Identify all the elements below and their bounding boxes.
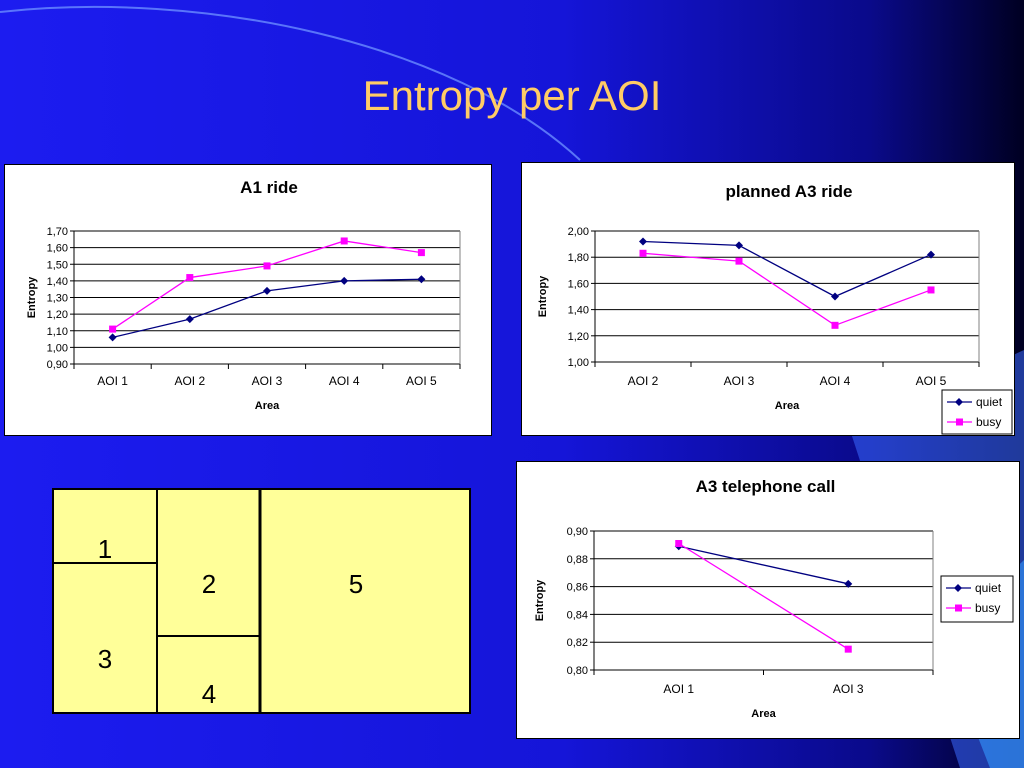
y-tick-label: 0,90 [567, 526, 588, 538]
data-point-quiet [108, 333, 117, 342]
series-line-quiet [678, 545, 849, 585]
data-point-busy [109, 325, 117, 333]
y-tick-label: 1,60 [568, 278, 589, 290]
data-point-busy [417, 249, 425, 257]
chart-a3-telephone-call: A3 telephone call 0,90 0,88 0,86 0,84 0,82 0,8… [516, 461, 1020, 739]
x-tick-label: AOI 3 [833, 682, 864, 696]
legend-label-quiet: quiet [976, 395, 1003, 409]
x-tick-label: AOI 5 [406, 374, 437, 388]
aoi-region-3-label: 3 [98, 644, 112, 674]
aoi-layout-diagram: 1 2 3 4 5 [52, 488, 471, 714]
y-tick-label: 0,80 [567, 665, 588, 677]
chart-a3-telephone-call-svg: A3 telephone call 0,90 0,88 0,86 0,84 0,82 0,8… [534, 477, 1014, 720]
x-tick-label: AOI 4 [820, 374, 851, 388]
legend-label-busy: busy [976, 415, 1001, 429]
chart-a1-ride-svg: A1 ride 1,70 1,60 1,50 1,40 1,30 1,20 1,10 1,00 0… [26, 178, 461, 412]
data-point-quiet [844, 579, 853, 588]
y-tick-label: 1,40 [47, 276, 68, 288]
data-point-busy [639, 249, 647, 257]
aoi-region-4-label: 4 [202, 679, 216, 709]
legend-marker-quiet [954, 584, 962, 592]
legend-label-quiet: quiet [975, 581, 1002, 595]
y-axis-title: Entropy [537, 275, 549, 317]
data-point-busy [844, 645, 852, 653]
data-point-busy [735, 257, 743, 265]
x-tick-label: AOI 5 [916, 374, 947, 388]
data-point-quiet [927, 250, 935, 259]
y-tick-label: 1,70 [47, 226, 68, 238]
data-point-busy [186, 274, 194, 282]
data-point-busy [927, 286, 935, 294]
y-tick-label: 1,30 [47, 293, 68, 305]
series-line-busy [678, 542, 849, 650]
data-point-quiet [263, 286, 271, 295]
legend-box [941, 389, 1013, 435]
chart-planned-a3-ride: planned A3 ride 2,00 1,80 1,60 1,40 1,20 1,00 A… [521, 162, 1015, 436]
y-tick-label: 1,20 [47, 309, 68, 321]
data-point-busy [340, 237, 348, 245]
data-point-busy [263, 262, 271, 270]
x-tick-label: AOI 4 [329, 374, 360, 388]
x-tick-label: AOI 2 [174, 374, 205, 388]
x-tick-label: AOI 3 [252, 374, 283, 388]
legend-marker-quiet [955, 398, 963, 406]
legend-marker-busy [956, 418, 963, 426]
data-point-quiet [831, 292, 839, 301]
y-tick-label: 0,84 [567, 609, 588, 621]
data-point-quiet [340, 276, 349, 285]
legend-marker-busy [955, 604, 962, 612]
aoi-region-1-label: 1 [98, 534, 112, 564]
series-line-quiet [642, 240, 932, 298]
y-tick-label: 1,60 [47, 243, 68, 255]
y-tick-label: 0,82 [567, 637, 588, 649]
y-axis-title: Entropy [534, 579, 546, 621]
y-tick-label: 0,90 [47, 359, 68, 371]
data-point-quiet [417, 275, 426, 284]
legend-label-busy: busy [975, 601, 1000, 615]
y-tick-label: 1,40 [568, 305, 589, 317]
y-tick-label: 1,00 [47, 342, 68, 354]
data-point-quiet [735, 241, 743, 250]
chart-a1-ride: A1 ride 1,70 1,60 1,50 1,40 1,30 1,20 1,10 1,00 0… [4, 164, 492, 436]
y-tick-label: 1,50 [47, 259, 68, 271]
aoi-layout-svg: 1 2 3 4 5 [52, 488, 471, 714]
data-point-quiet [185, 315, 194, 324]
y-tick-label: 1,00 [568, 357, 589, 369]
x-tick-label: AOI 2 [628, 374, 659, 388]
y-axis-title: Entropy [26, 276, 38, 318]
y-tick-label: 1,20 [568, 331, 589, 343]
y-tick-label: 1,10 [47, 326, 68, 338]
x-tick-label: AOI 1 [663, 682, 694, 696]
slide-title: Entropy per AOI [362, 72, 662, 119]
x-axis-title: Area [775, 400, 800, 412]
y-tick-label: 0,88 [567, 554, 588, 566]
legend-box [940, 575, 1014, 623]
chart-title: A3 telephone call [696, 477, 836, 496]
chart-planned-a3-ride-svg: planned A3 ride 2,00 1,80 1,60 1,40 1,20 1,00 A… [537, 182, 1013, 435]
x-tick-label: AOI 3 [724, 374, 755, 388]
chart-title: A1 ride [240, 178, 298, 197]
y-tick-label: 0,86 [567, 582, 588, 594]
aoi-region-5-label: 5 [349, 569, 363, 599]
x-tick-label: AOI 1 [97, 374, 128, 388]
series-line-busy [112, 240, 422, 330]
x-axis-title: Area [751, 708, 776, 720]
data-point-quiet [639, 237, 647, 246]
aoi-region-2-label: 2 [202, 569, 216, 599]
y-tick-label: 1,80 [568, 252, 589, 264]
data-point-busy [831, 321, 839, 329]
x-axis-title: Area [255, 400, 280, 412]
chart-title: planned A3 ride [726, 182, 853, 201]
y-tick-label: 2,00 [568, 226, 589, 238]
data-point-busy [675, 540, 683, 548]
series-line-busy [642, 252, 932, 327]
